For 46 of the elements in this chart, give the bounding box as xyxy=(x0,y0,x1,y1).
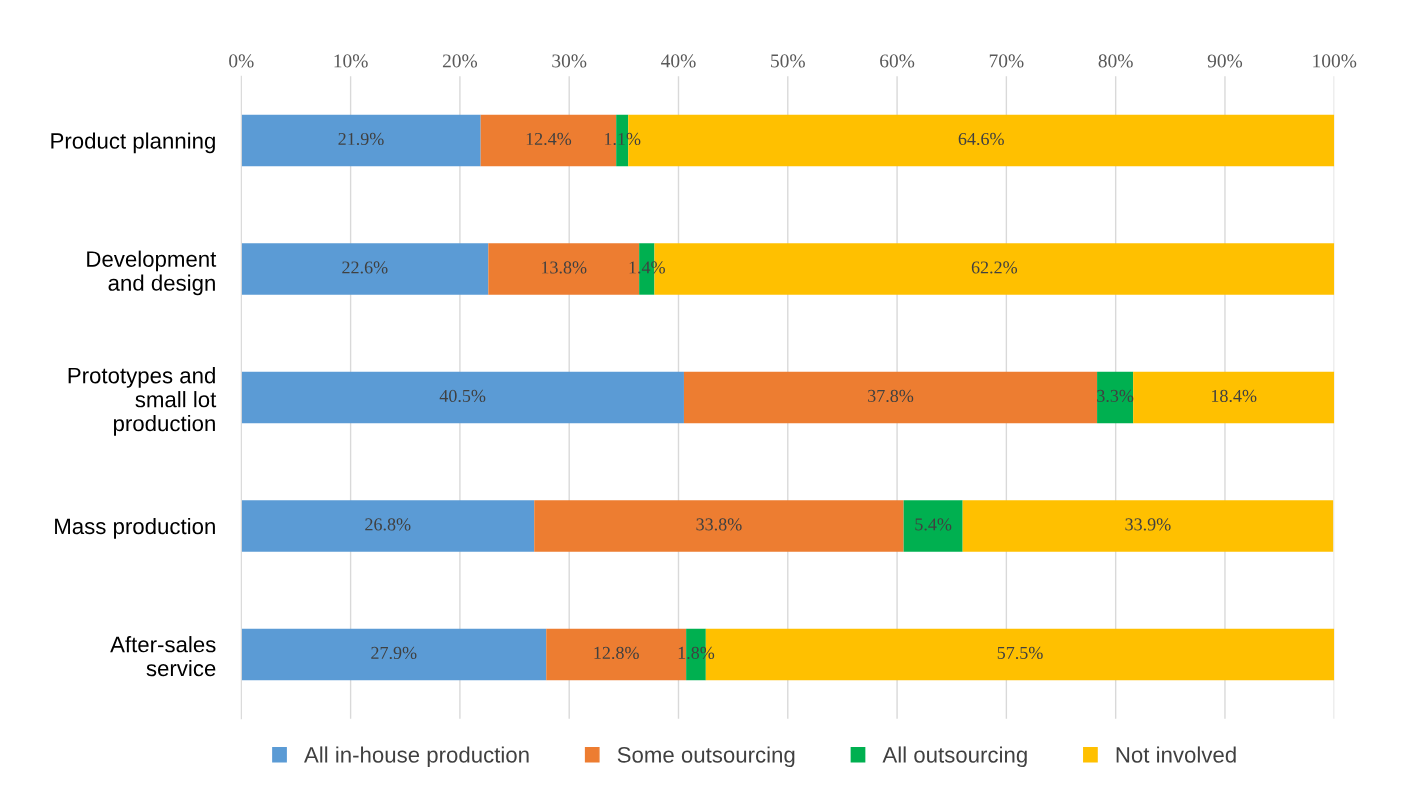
bar xyxy=(962,500,1334,552)
data-label: 12.8% xyxy=(594,646,639,660)
bar xyxy=(903,500,963,552)
bar xyxy=(241,243,489,295)
data-label: 33.8% xyxy=(696,518,742,531)
x-tick-label: 50% xyxy=(771,54,805,68)
legend-label: Some outsourcing xyxy=(617,746,795,768)
data-label: 26.8% xyxy=(365,518,411,531)
data-label: 64.6% xyxy=(958,132,1004,146)
data-label: 57.5% xyxy=(997,646,1043,660)
y-tick-label: Product planning xyxy=(51,132,215,154)
y-tick-label: After-sales service xyxy=(110,636,216,677)
bar xyxy=(241,500,535,552)
legend-label: All outsourcing xyxy=(882,746,1027,768)
bar xyxy=(1133,371,1335,424)
data-label: 37.8% xyxy=(868,389,914,403)
data-label: 18.4% xyxy=(1211,389,1257,403)
x-tick-label: 60% xyxy=(880,54,915,68)
bar xyxy=(241,114,481,167)
data-label: 40.5% xyxy=(439,389,486,403)
x-tick-label: 90% xyxy=(1207,54,1243,68)
y-tick-label: Mass production xyxy=(55,517,215,539)
bar xyxy=(534,500,904,552)
legend-label: All in-house production xyxy=(304,746,529,768)
data-label: 13.8% xyxy=(542,261,587,274)
x-tick-label: 80% xyxy=(1098,54,1133,68)
x-tick-label: 0% xyxy=(229,54,254,68)
bar xyxy=(683,371,1098,424)
x-tick-label: 10% xyxy=(334,54,368,68)
legend-label: Not involved xyxy=(1116,746,1236,763)
x-tick-label: 70% xyxy=(989,54,1024,68)
x-tick-label: 100% xyxy=(1313,54,1357,68)
data-label: 21.9% xyxy=(338,132,384,146)
data-label: 22.6% xyxy=(342,261,388,274)
y-tick-label: Prototypes and small lot production xyxy=(68,367,217,436)
data-label: 5.4% xyxy=(915,518,952,531)
x-tick-label: 40% xyxy=(661,54,696,68)
data-label: 33.9% xyxy=(1125,518,1171,531)
data-label: 12.4% xyxy=(526,132,572,146)
bar xyxy=(241,628,547,681)
x-tick-label: 30% xyxy=(552,54,587,68)
y-tick-label: Development and design xyxy=(87,250,217,296)
x-tick-label: 20% xyxy=(442,54,478,68)
data-label: 27.9% xyxy=(371,646,417,660)
bar xyxy=(241,371,684,424)
data-label: 62.2% xyxy=(971,261,1018,274)
